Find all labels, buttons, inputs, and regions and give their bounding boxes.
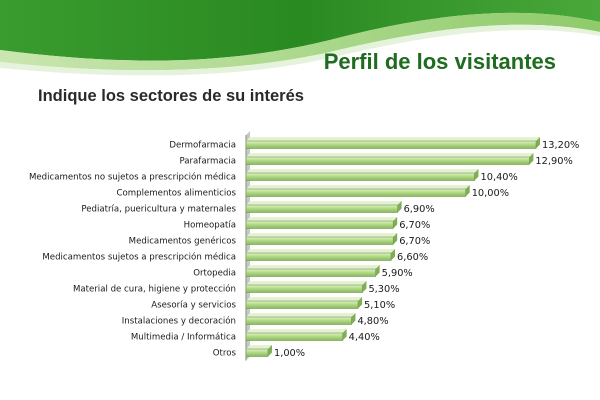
category-label: Dermofarmacia [169,141,236,151]
bar-end [393,217,398,229]
category-label: Asesoría y servicios [151,301,236,311]
data-label: 12,90% [535,156,572,167]
category-label: Homeopatía [184,221,236,231]
value-labels: 13,20% 12,90% 10,40% 10,00% 6,90% 6,70% 6,70% 6… [274,140,579,359]
bar [245,300,359,309]
data-label: 6,70% [399,220,430,231]
category-label: Parafarmacia [179,157,236,167]
bar-end [474,169,479,181]
bar [245,316,352,325]
bar-end [342,329,347,341]
category-label: Otros [213,349,237,359]
bar-end [358,297,363,309]
data-label: 13,20% [542,140,579,151]
bar-end [362,281,367,293]
bar-end [397,201,402,213]
bar [245,140,537,149]
header-banner [0,0,600,76]
bar-end [465,185,470,197]
bar-end [351,313,356,325]
data-label: 10,00% [472,188,509,199]
bar [245,236,394,245]
bar-end [536,137,540,149]
bar-top [246,313,356,317]
bar-top [246,297,363,301]
category-label: Medicamentos no sujetos a prescripción m… [29,172,236,183]
bar-end [529,153,534,165]
bar-top [246,201,402,205]
category-label: Instalaciones y decoración [122,316,236,327]
data-label: 1,00% [274,348,305,359]
data-label: 4,40% [349,332,380,343]
bar [245,220,394,229]
bar-end [375,265,380,277]
bar [245,284,363,293]
bar-end [393,233,398,245]
category-label: Medicamentos genéricos [129,236,237,247]
data-label: 6,90% [404,204,435,215]
bar [245,252,392,261]
category-label: Medicamentos sujetos a prescripción médi… [42,252,236,263]
bar [245,188,466,197]
bar [245,348,269,357]
bar-end [391,249,395,261]
bar [245,268,376,277]
bar-top [246,329,347,333]
bar-top [246,169,479,173]
bar-top [246,217,398,221]
category-label: Ortopedia [193,269,236,279]
bar-top [246,137,540,141]
bar-top [246,249,395,253]
data-label: 5,30% [368,284,399,295]
bars-group [245,137,540,357]
page-title: Perfil de los visitantes [323,49,556,74]
data-label: 10,40% [480,172,517,183]
bar [245,204,398,213]
category-label: Multimedia / Informática [131,333,236,343]
axis-wall [246,131,250,361]
bar-top [246,345,272,349]
category-label: Complementos alimenticios [117,189,237,199]
bar [245,172,475,181]
chart-title: Indique los sectores de su interés [38,87,304,105]
category-label: Pediatría, puericultura y maternales [81,205,236,215]
data-label: 4,80% [357,316,388,327]
axis-floor [245,131,250,361]
bar-end [267,345,272,357]
bar-top [246,153,534,157]
data-label: 6,70% [399,236,430,247]
data-label: 6,60% [397,252,428,263]
data-label: 5,10% [364,300,395,311]
bar-top [246,185,470,189]
bar [245,156,530,165]
bar-top [246,265,380,269]
bar-top [246,281,367,285]
bar-top [246,233,398,237]
bar [245,332,343,341]
category-label: Material de cura, higiene y protección [73,284,236,295]
data-label: 5,90% [382,268,413,279]
category-labels: Dermofarmacia Parafarmacia Medicamentos no… [29,141,237,359]
